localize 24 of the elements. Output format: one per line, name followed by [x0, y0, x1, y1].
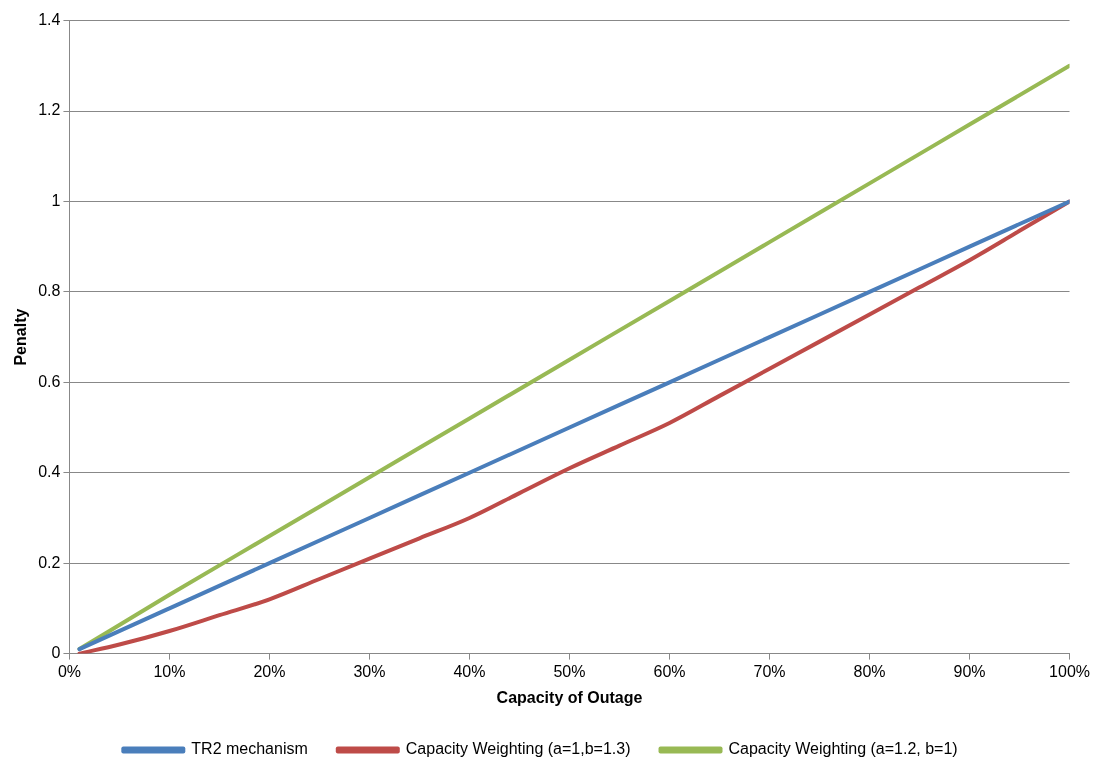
- x-tick-label: 10%: [153, 662, 186, 680]
- x-tick-label: 60%: [653, 662, 686, 680]
- x-tick-label: 70%: [753, 662, 786, 680]
- y-tick-label: 0.2: [38, 553, 61, 571]
- y-tick-label: 0.8: [38, 282, 61, 300]
- x-tick-label: 80%: [853, 662, 886, 680]
- y-tick-label: 1.2: [38, 101, 61, 119]
- x-axis-title: Capacity of Outage: [496, 688, 643, 706]
- x-tick-label: 100%: [1049, 662, 1090, 680]
- legend-label: Capacity Weighting (a=1,b=1.3): [405, 740, 631, 758]
- x-tick-label: 90%: [953, 662, 986, 680]
- y-axis-title: Penalty: [12, 308, 30, 366]
- x-tick-label: 50%: [553, 662, 586, 680]
- x-tick-label: 0%: [57, 662, 81, 680]
- y-tick-label: 0.6: [38, 372, 61, 390]
- legend-label: TR2 mechanism: [191, 740, 308, 758]
- y-tick-label: 1.4: [38, 11, 61, 29]
- y-tick-label: 1: [51, 191, 61, 209]
- x-tick-label: 40%: [453, 662, 486, 680]
- x-tick-label: 20%: [253, 662, 286, 680]
- legend-label: Capacity Weighting (a=1.2, b=1): [728, 740, 958, 758]
- y-tick-label: 0: [51, 644, 61, 662]
- y-tick-label: 0.4: [38, 463, 61, 481]
- x-tick-label: 30%: [353, 662, 386, 680]
